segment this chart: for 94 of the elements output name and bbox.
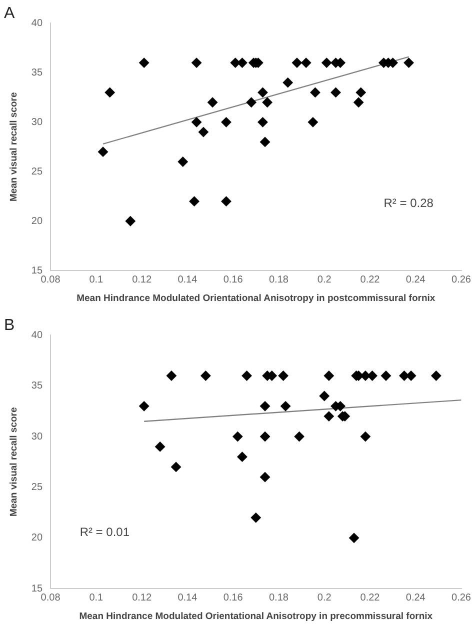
point	[230, 58, 240, 68]
point	[431, 370, 442, 381]
point	[139, 58, 150, 68]
x-tick-label: 0.16	[223, 592, 244, 604]
y-tick-label: 35	[31, 67, 43, 78]
point	[198, 127, 208, 138]
point	[367, 370, 378, 381]
point	[200, 370, 211, 381]
chart-title: A	[4, 5, 15, 22]
y-axis-title: Mean visual recall score	[8, 92, 20, 202]
point	[349, 532, 360, 543]
point	[139, 401, 150, 412]
x-tick-label: 0.2	[317, 592, 332, 604]
point	[294, 432, 304, 442]
y-tick-label: 35	[31, 380, 43, 392]
point	[260, 136, 270, 147]
point	[237, 452, 248, 462]
point	[260, 472, 270, 482]
y-tick-label: 30	[31, 431, 43, 442]
x-tick-label: 0.1	[89, 592, 104, 604]
x-tick-label: 0.26	[452, 274, 472, 286]
y-tick-label: 30	[31, 116, 43, 128]
point	[404, 58, 414, 68]
x-tick-label: 0.1	[89, 274, 104, 286]
x-tick-label: 0.26	[452, 592, 472, 604]
point	[166, 370, 176, 381]
x-tick-label: 0.24	[406, 592, 426, 604]
x-tick-label: 0.18	[268, 592, 289, 604]
x-tick-label: 0.22	[360, 274, 380, 286]
point	[308, 117, 318, 128]
annotation: R² = 0.01	[80, 525, 130, 540]
x-tick-label: 0.2	[317, 274, 332, 286]
point	[208, 97, 218, 108]
point	[380, 370, 391, 381]
point	[232, 432, 243, 442]
y-tick-label: 15	[31, 583, 43, 594]
x-tick-label: 0.12	[132, 274, 152, 286]
x-tick-label: 0.18	[268, 274, 289, 286]
point	[237, 58, 248, 68]
point	[98, 146, 108, 157]
point	[354, 97, 364, 108]
point	[258, 117, 268, 128]
point	[282, 78, 293, 88]
point	[250, 512, 261, 523]
y-tick-label: 25	[31, 166, 43, 178]
point	[399, 370, 410, 381]
point	[262, 97, 272, 108]
x-tick-label: 0.22	[360, 592, 380, 604]
point	[324, 411, 334, 422]
point	[246, 97, 256, 108]
y-tick-label: 25	[31, 482, 43, 493]
point	[221, 196, 232, 206]
point	[260, 432, 270, 442]
point	[301, 58, 312, 68]
point	[278, 370, 288, 381]
y-tick-label: 40	[31, 18, 43, 29]
x-tick-label: 0.08	[40, 274, 61, 286]
x-tick-label: 0.24	[406, 274, 426, 286]
y-tick-label: 15	[31, 265, 43, 276]
point	[292, 58, 302, 68]
point	[319, 391, 330, 402]
point	[171, 462, 182, 472]
point	[260, 401, 270, 412]
point	[360, 432, 370, 442]
point	[178, 156, 188, 167]
point	[280, 401, 291, 412]
point	[258, 87, 268, 98]
point	[189, 196, 200, 206]
x-axis-title: Mean Hindrance Modulated Orientational Anisotropy in precommissural fornix	[79, 610, 434, 622]
y-tick-label: 20	[31, 216, 43, 227]
point	[221, 117, 232, 128]
point	[330, 87, 341, 98]
point	[322, 58, 332, 68]
x-tick-label: 0.16	[223, 274, 244, 286]
y-tick-label: 20	[31, 532, 43, 544]
point	[192, 58, 202, 68]
x-tick-label: 0.14	[178, 274, 198, 286]
point	[192, 117, 202, 128]
x-tick-label: 0.08	[40, 592, 61, 604]
point	[324, 370, 334, 381]
point	[242, 370, 252, 381]
point	[406, 370, 416, 381]
point	[310, 87, 320, 98]
annotation: R² = 0.28	[384, 196, 434, 210]
point	[356, 87, 366, 98]
x-tick-label: 0.12	[132, 592, 152, 604]
point	[155, 442, 166, 452]
point	[125, 216, 136, 226]
y-tick-label: 40	[31, 330, 43, 341]
point	[104, 87, 115, 98]
x-axis-title: Mean Hindrance Modulated Orientational Anisotropy in postcommissural fornix	[76, 292, 436, 304]
y-axis-title: Mean visual recall score	[8, 407, 20, 517]
x-tick-label: 0.14	[178, 592, 198, 604]
chart-title: B	[4, 317, 15, 334]
